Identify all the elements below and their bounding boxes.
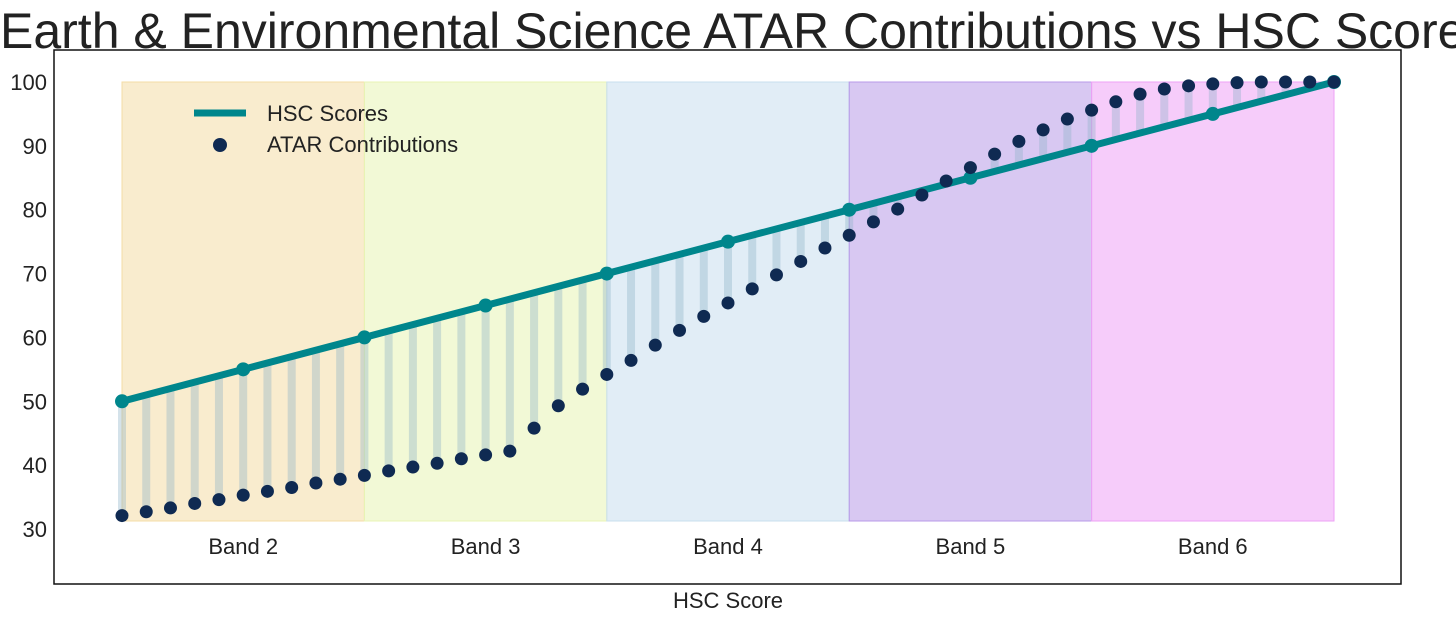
band-label: Band 5 [936,534,1006,559]
atar-point [1085,103,1099,117]
atar-point [1206,77,1220,91]
atar-point [212,493,226,507]
atar-point [1230,76,1244,90]
atar-point [309,476,323,490]
atar-point [382,464,396,478]
band-region [848,81,1093,522]
atar-point [939,174,953,188]
atar-point [697,309,711,323]
y-axis-ticks: 30 40 50 60 70 80 90 100 [10,70,47,542]
atar-point [163,501,177,515]
plot-frame [53,49,1402,585]
atar-point [576,382,590,396]
atar-point [1036,123,1050,137]
band-region [1091,81,1335,522]
hsc-score-marker [115,394,129,409]
atar-point [794,254,808,268]
legend-hsc-label: HSC Scores [267,101,388,126]
atar-point [624,353,638,367]
atar-point [479,448,493,462]
atar-point [333,472,347,486]
hsc-score-marker [599,266,614,281]
atar-point [648,338,662,352]
atar-point [1182,79,1196,93]
hsc-score-marker [842,202,857,217]
atar-point [769,268,783,282]
atar-point [1012,134,1026,148]
atar-point [891,202,905,216]
atar-point [503,444,517,458]
atar-contribution-points [115,75,1341,523]
atar-point [866,215,880,229]
hsc-score-marker [963,170,978,185]
band-region [121,81,365,522]
atar-point [260,484,274,498]
atar-point [527,421,541,435]
atar-point [236,488,250,502]
atar-point [1133,87,1147,101]
atar-point [1254,75,1268,89]
hsc-score-marker [721,234,735,249]
hsc-score-marker [1084,138,1099,153]
atar-point [842,228,856,242]
y-tick-label: 70 [23,262,47,287]
atar-point [1060,112,1074,126]
band-regions [121,81,1335,522]
hsc-score-marker [1205,106,1220,121]
atar-point [818,241,832,255]
atar-point [454,452,468,466]
atar-point [963,161,977,175]
band-label: Band 4 [693,534,763,559]
atar-point [406,460,420,474]
band-labels: Band 2 Band 3 Band 4 Band 5 Band 6 [208,534,1247,559]
atar-point [1279,75,1293,89]
y-tick-label: 30 [23,517,47,542]
x-axis-label: HSC Score [673,588,783,613]
atar-point [915,188,929,202]
y-tick-label: 60 [23,325,47,350]
y-tick-label: 90 [23,134,47,159]
atar-point [139,505,153,519]
band-label: Band 3 [451,534,521,559]
hsc-score-marker [478,298,493,313]
band-label: Band 2 [208,534,278,559]
atar-point [721,296,735,310]
atar-point [988,147,1002,161]
atar-point [551,399,565,413]
hsc-score-marker [357,330,372,345]
atar-point [745,282,759,296]
y-tick-label: 40 [23,453,47,478]
atar-point [188,496,202,510]
legend: HSC Scores ATAR Contributions [194,101,458,157]
atar-point [1303,75,1317,89]
atar-point [285,480,299,494]
atar-point [1109,95,1123,109]
legend-atar-label: ATAR Contributions [267,132,458,157]
y-tick-label: 50 [23,389,47,414]
atar-point [1157,82,1171,96]
atar-point [430,456,444,470]
atar-point [1327,75,1341,89]
atar-point [673,323,687,337]
y-tick-label: 80 [23,198,47,223]
atar-point [115,509,129,523]
hsc-score-marker [236,362,251,377]
legend-atar-swatch [213,138,227,152]
atar-point [357,468,371,482]
band-label: Band 6 [1178,534,1248,559]
y-tick-label: 100 [10,70,47,95]
atar-point [600,367,614,381]
